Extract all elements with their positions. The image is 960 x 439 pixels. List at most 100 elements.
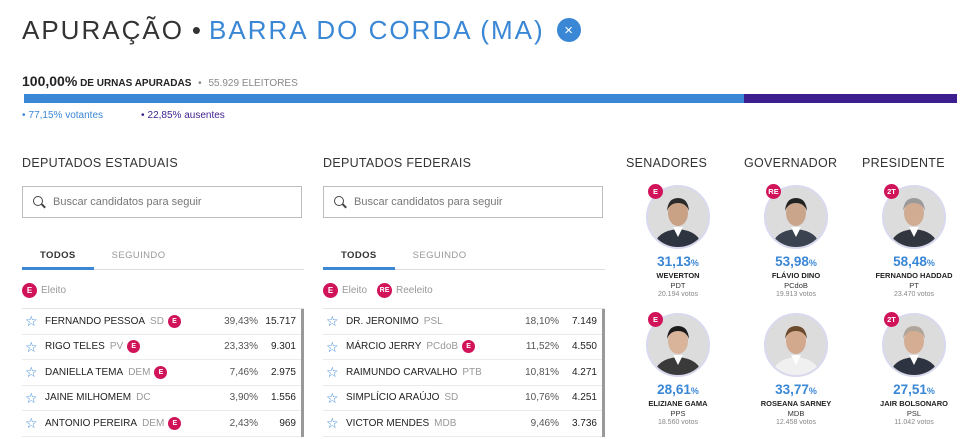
- urns-percent: 100,00%: [22, 73, 78, 89]
- tab-seguindo[interactable]: SEGUINDO: [111, 250, 166, 261]
- star-icon[interactable]: ☆: [326, 389, 339, 406]
- star-icon[interactable]: ☆: [326, 415, 339, 432]
- candidate-percent: 10,81%: [525, 366, 559, 378]
- candidate-percent: 53,98%: [742, 254, 850, 269]
- star-icon[interactable]: ☆: [25, 338, 38, 355]
- candidate-card[interactable]: 2T 27,51% JAIR BOLSONARO PSL 11.042 votos: [860, 312, 960, 426]
- star-icon[interactable]: ☆: [326, 364, 339, 381]
- candidate-percent: 33,77%: [742, 382, 850, 397]
- percent-value: 53,98: [775, 254, 809, 269]
- candidate-card[interactable]: 33,77% ROSEANA SARNEY MDB 12.458 votos: [742, 313, 850, 426]
- candidate-name: WEVERTON: [656, 271, 700, 280]
- star-icon[interactable]: ☆: [326, 313, 339, 330]
- governador-title: GOVERNADOR: [744, 156, 838, 170]
- close-icon[interactable]: ×: [556, 18, 581, 42]
- table-row[interactable]: ☆ RAIMUNDO CARVALHO PTB 10,81% 4.271: [323, 360, 605, 386]
- candidate-photo: RE: [764, 184, 828, 249]
- candidate-card[interactable]: RE 53,98% FLÁVIO DINO PCdoB 19.913 votos: [742, 184, 850, 298]
- absent-bar: [743, 94, 957, 103]
- candidate-card[interactable]: E 28,61% ELIZIANE GAMA PPS 18.560 votos: [624, 312, 732, 426]
- table-row[interactable]: ☆ RIGO TELES PV E 23,33% 9.301: [22, 335, 304, 360]
- page-header: APURAÇÃO • BARRA DO CORDA (MA) ×: [22, 10, 581, 50]
- candidate-name: ELIZIANE GAMA: [648, 399, 708, 408]
- elected-label: Eleito: [41, 284, 67, 296]
- percent-value: 31,13: [657, 254, 691, 269]
- candidate-party: SD: [444, 392, 459, 404]
- presidente-title: PRESIDENTE: [862, 156, 945, 170]
- percent-unit: %: [926, 258, 935, 268]
- candidate-party: PV: [109, 341, 124, 353]
- avatar: [882, 185, 946, 249]
- candidate-votes: 23.470 votos: [893, 291, 935, 298]
- candidate-votes: 9.301: [270, 341, 296, 353]
- candidate-votes: 7.149: [571, 315, 597, 327]
- search-placeholder: Buscar candidatos para seguir: [53, 196, 202, 208]
- candidate-party: DEM: [142, 417, 165, 429]
- candidate-name: DR. JERONIMO: [346, 315, 419, 327]
- candidate-photo: E: [646, 312, 710, 377]
- scrollbar[interactable]: [602, 309, 605, 437]
- tab-todos[interactable]: TODOS: [323, 242, 395, 270]
- elected-badge: E: [154, 365, 168, 379]
- reelected-badge: RE: [377, 282, 393, 298]
- federais-tabs: TODOS SEGUINDO: [323, 242, 605, 270]
- candidate-name: RAIMUNDO CARVALHO: [346, 366, 458, 378]
- federais-title: DEPUTADOS FEDERAIS: [323, 156, 472, 170]
- federais-search-input[interactable]: Buscar candidatos para seguir: [323, 186, 603, 218]
- reelected-tag: RE Reeleito: [377, 282, 433, 298]
- percent-unit: %: [926, 386, 935, 396]
- urns-label: DE URNAS APURADAS: [80, 78, 192, 89]
- table-row[interactable]: ☆ SIMPLÍCIO ARAÚJO SD 10,76% 4.251: [323, 386, 605, 411]
- candidate-votes: 20.194 votos: [657, 291, 699, 298]
- star-icon[interactable]: ☆: [25, 389, 38, 406]
- candidate-party: PPS: [670, 409, 686, 418]
- voters-legend: • 77,15% votantes: [22, 110, 104, 121]
- table-row[interactable]: ☆ FERNANDO PESSOA SD E 39,43% 15.717: [22, 309, 304, 335]
- apuration-summary: 100,00% DE URNAS APURADAS • 55.929 ELEIT…: [22, 73, 298, 89]
- table-row[interactable]: ☆ VICTOR MENDES MDB 9,46% 3.736: [323, 411, 605, 437]
- candidate-party: MDB: [434, 417, 457, 429]
- status-badge: E: [648, 184, 663, 199]
- tab-seguindo[interactable]: SEGUINDO: [412, 250, 467, 261]
- elected-badge: E: [127, 340, 141, 354]
- percent-unit: %: [690, 258, 699, 268]
- table-row[interactable]: ☆ MÁRCIO JERRY PCdoB E 11,52% 4.550: [323, 335, 605, 360]
- voters-legend-text: 77,15% votantes: [28, 110, 104, 121]
- star-icon[interactable]: ☆: [326, 338, 339, 355]
- star-icon[interactable]: ☆: [25, 364, 38, 381]
- status-badge: 2T: [884, 184, 899, 199]
- scrollbar[interactable]: [301, 309, 304, 437]
- percent-unit: %: [808, 258, 817, 268]
- candidate-name: JAINE MILHOMEM: [45, 392, 132, 404]
- estaduais-list: ☆ FERNANDO PESSOA SD E 39,43% 15.717 ☆ RIGO TEL…: [22, 308, 304, 437]
- star-icon[interactable]: ☆: [25, 313, 38, 330]
- estaduais-title: DEPUTADOS ESTADUAIS: [22, 156, 178, 170]
- summary-separator: •: [198, 78, 202, 89]
- federais-section: DEPUTADOS FEDERAIS Buscar candidatos par…: [323, 156, 605, 437]
- federais-list: ☆ DR. JERONIMO PSL 18,10% 7.149 ☆ MÁRCIO JERRY…: [323, 308, 605, 437]
- table-row[interactable]: ☆ JAINE MILHOMEM DC 3,90% 1.556: [22, 386, 304, 411]
- candidate-name: FLÁVIO DINO: [771, 271, 821, 280]
- tab-todos[interactable]: TODOS: [22, 242, 94, 270]
- candidate-percent: 31,13%: [624, 254, 732, 269]
- estaduais-search-input[interactable]: Buscar candidatos para seguir: [22, 186, 302, 218]
- table-row[interactable]: ☆ ANTONIO PEREIRA DEM E 2,43% 969: [22, 411, 304, 437]
- candidate-card[interactable]: E 31,13% WEVERTON PDT 20.194 votos: [624, 184, 732, 298]
- electors-count: 55.929 ELEITORES: [208, 78, 298, 89]
- candidate-percent: 7,46%: [229, 366, 258, 378]
- star-icon[interactable]: ☆: [25, 415, 38, 432]
- candidate-card[interactable]: 2T 58,48% FERNANDO HADDAD PT 23.470 votos: [860, 184, 960, 298]
- table-row[interactable]: ☆ DANIELLA TEMA DEM E 7,46% 2.975: [22, 360, 304, 386]
- elected-badge: E: [323, 282, 338, 298]
- table-row[interactable]: ☆ DR. JERONIMO PSL 18,10% 7.149: [323, 309, 605, 335]
- candidate-name: MÁRCIO JERRY: [346, 341, 422, 353]
- estaduais-section: DEPUTADOS ESTADUAIS Buscar candidatos pa…: [22, 156, 304, 437]
- elected-badge: E: [22, 282, 37, 298]
- estaduais-tabs: TODOS SEGUINDO: [22, 242, 304, 270]
- avatar: [764, 313, 828, 377]
- estaduais-badge-legend: E Eleito: [22, 282, 304, 298]
- elected-label: Eleito: [342, 284, 368, 296]
- percent-value: 27,51: [893, 382, 927, 397]
- search-placeholder: Buscar candidatos para seguir: [354, 196, 503, 208]
- turnout-legend: • 77,15% votantes • 22,85% ausentes: [22, 110, 263, 121]
